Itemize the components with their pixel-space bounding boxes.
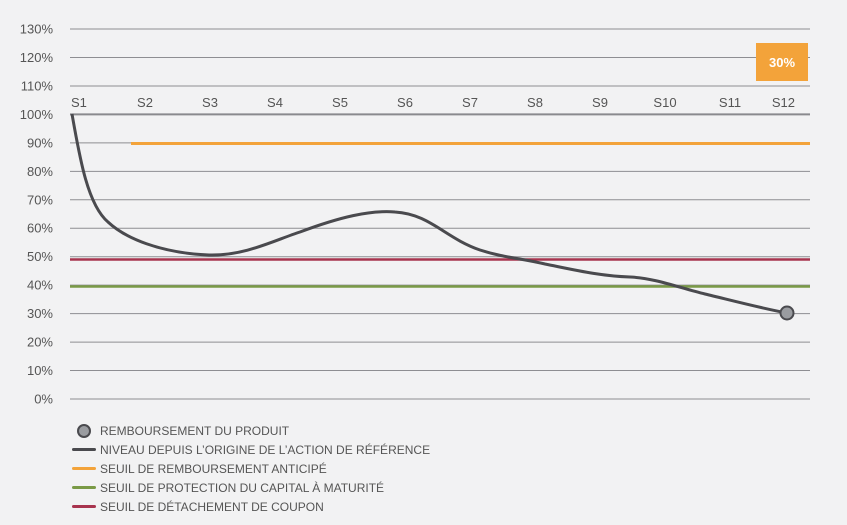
circle-marker-icon: [77, 423, 91, 438]
x-axis-ticks: S1 S2 S3 S4 S5 S6 S7 S8 S9 S10 S11 S12: [71, 95, 795, 110]
y-tick-label: 110%: [21, 78, 54, 93]
final-value-badge: 30%: [756, 43, 808, 81]
x-tick-label: S7: [462, 95, 478, 110]
y-tick-label: 10%: [27, 363, 53, 378]
line-swatch-icon: [72, 448, 96, 451]
y-tick-label: 50%: [27, 249, 53, 264]
legend: REMBOURSEMENT DU PRODUIT NIVEAU DEPUIS L…: [70, 421, 430, 516]
legend-label: SEUIL DE DÉTACHEMENT DE COUPON: [100, 499, 324, 514]
legend-label: REMBOURSEMENT DU PRODUIT: [100, 423, 290, 438]
y-tick-label: 30%: [27, 306, 53, 321]
legend-label: NIVEAU DEPUIS L’ORIGINE DE L’ACTION DE R…: [100, 442, 431, 457]
y-tick-label: 120%: [20, 50, 54, 65]
x-tick-label: S12: [772, 95, 795, 110]
x-tick-label: S5: [332, 95, 348, 110]
x-tick-label: S11: [719, 95, 741, 110]
line-swatch-icon: [72, 467, 96, 470]
y-tick-label: 70%: [27, 192, 53, 207]
y-tick-label: 80%: [27, 164, 53, 179]
x-tick-label: S3: [202, 95, 218, 110]
y-tick-label: 60%: [27, 221, 53, 236]
x-tick-label: S9: [592, 95, 608, 110]
gridlines: [70, 28, 810, 400]
legend-item-remboursement-produit: REMBOURSEMENT DU PRODUIT: [70, 421, 430, 440]
y-tick-label: 100%: [20, 107, 54, 122]
x-tick-label: S8: [527, 95, 543, 110]
legend-item-seuil-protection: SEUIL DE PROTECTION DU CAPITAL À MATURIT…: [70, 478, 430, 497]
line-swatch-icon: [72, 505, 96, 508]
y-axis-ticks: 0% 10% 20% 30% 40% 50% 60% 70% 80% 90% 100% 110% 120…: [20, 22, 54, 407]
x-tick-label: S10: [653, 95, 676, 110]
x-tick-label: S1: [71, 95, 87, 110]
y-tick-label: 20%: [27, 335, 53, 350]
y-tick-label: 0%: [34, 392, 53, 407]
legend-item-niveau-action: NIVEAU DEPUIS L’ORIGINE DE L’ACTION DE R…: [70, 440, 430, 459]
line-swatch-icon: [72, 486, 96, 489]
x-tick-label: S4: [267, 95, 283, 110]
y-tick-label: 90%: [27, 135, 53, 150]
y-tick-label: 130%: [20, 22, 54, 37]
y-tick-label: 40%: [27, 278, 53, 293]
legend-item-seuil-remboursement: SEUIL DE REMBOURSEMENT ANTICIPÉ: [70, 459, 430, 478]
legend-item-seuil-coupon: SEUIL DE DÉTACHEMENT DE COUPON: [70, 497, 430, 516]
legend-label: SEUIL DE PROTECTION DU CAPITAL À MATURIT…: [100, 480, 385, 495]
x-tick-label: S6: [397, 95, 413, 110]
legend-label: SEUIL DE REMBOURSEMENT ANTICIPÉ: [100, 461, 327, 476]
remboursement-produit-marker: [779, 305, 795, 321]
x-tick-label: S2: [137, 95, 153, 110]
line-niveau-action-reference: [70, 113, 788, 315]
